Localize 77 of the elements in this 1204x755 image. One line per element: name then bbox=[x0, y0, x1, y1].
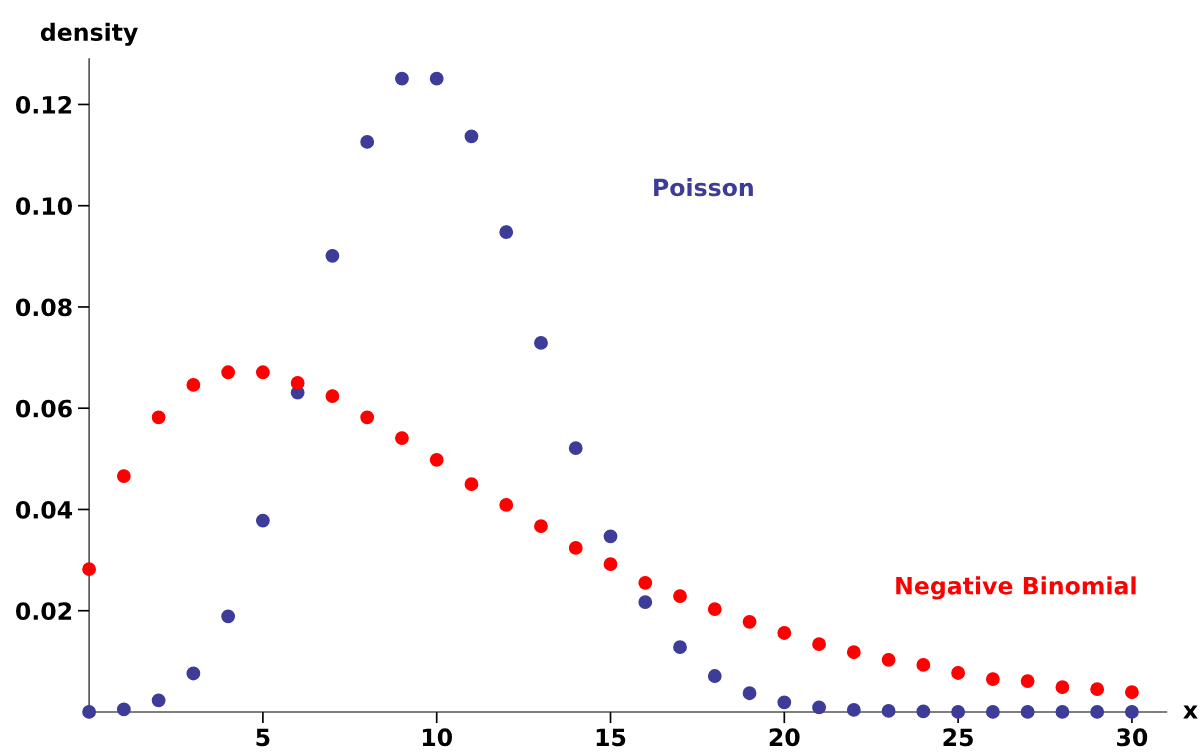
point bbox=[360, 135, 375, 149]
point bbox=[429, 452, 444, 467]
point bbox=[1020, 674, 1035, 688]
y-tick-label: 0.12 bbox=[16, 95, 72, 114]
point bbox=[1090, 705, 1105, 719]
point bbox=[638, 595, 653, 610]
point bbox=[255, 513, 270, 528]
point bbox=[603, 557, 618, 572]
point bbox=[707, 669, 722, 683]
point bbox=[499, 497, 514, 512]
point bbox=[186, 378, 201, 392]
point bbox=[916, 657, 931, 672]
point bbox=[360, 410, 375, 425]
point bbox=[1090, 682, 1105, 697]
x-tick-label: 5 bbox=[256, 728, 270, 747]
point bbox=[951, 666, 966, 680]
point bbox=[673, 589, 687, 603]
point bbox=[881, 652, 896, 667]
point bbox=[325, 248, 340, 263]
point bbox=[499, 225, 514, 239]
point bbox=[290, 375, 305, 390]
y-tick-label: 0.02 bbox=[16, 602, 72, 621]
point bbox=[116, 469, 131, 483]
point bbox=[464, 477, 479, 492]
x-tick-label: 15 bbox=[596, 728, 626, 747]
point bbox=[812, 637, 826, 652]
point bbox=[151, 693, 166, 708]
x-tick-label: 10 bbox=[422, 728, 452, 747]
point bbox=[186, 666, 201, 681]
point bbox=[1125, 685, 1139, 700]
point bbox=[116, 702, 131, 717]
point bbox=[82, 705, 97, 719]
x-tick-label: 25 bbox=[943, 728, 973, 747]
point bbox=[777, 695, 792, 710]
y-tick-label: 0.08 bbox=[16, 298, 72, 317]
x-axis-title: x bbox=[1183, 705, 1198, 719]
y-axis-title: density bbox=[40, 22, 138, 46]
point bbox=[395, 71, 409, 86]
point bbox=[673, 640, 687, 655]
point bbox=[812, 700, 826, 715]
x-tick-label: 30 bbox=[1117, 728, 1148, 747]
point bbox=[568, 541, 583, 555]
point bbox=[985, 672, 1000, 686]
point bbox=[951, 705, 966, 719]
point bbox=[846, 645, 861, 660]
point bbox=[1020, 705, 1035, 719]
point bbox=[846, 703, 861, 717]
point bbox=[707, 602, 722, 617]
point bbox=[221, 365, 236, 380]
x-tick-label: 20 bbox=[769, 728, 800, 747]
point bbox=[985, 705, 1000, 719]
point bbox=[742, 614, 757, 629]
y-tick-label: 0.10 bbox=[16, 197, 72, 216]
point bbox=[534, 335, 548, 350]
point bbox=[255, 365, 270, 380]
point bbox=[395, 431, 409, 445]
point bbox=[916, 704, 931, 719]
point bbox=[777, 626, 792, 640]
text: Poisson bbox=[654, 178, 753, 197]
point bbox=[881, 704, 896, 718]
point bbox=[742, 686, 757, 701]
point bbox=[82, 562, 97, 577]
point bbox=[325, 389, 340, 403]
point bbox=[568, 441, 583, 456]
point bbox=[1055, 680, 1070, 695]
point bbox=[429, 71, 444, 86]
point bbox=[221, 609, 236, 624]
point bbox=[1055, 705, 1070, 719]
point bbox=[464, 129, 479, 144]
text: Negative Binomial bbox=[896, 576, 1136, 600]
point bbox=[638, 575, 653, 590]
y-tick-label: 0.06 bbox=[16, 399, 72, 418]
point bbox=[1125, 705, 1139, 719]
point bbox=[603, 529, 618, 544]
point bbox=[534, 519, 548, 534]
y-tick-label: 0.04 bbox=[16, 500, 73, 519]
point bbox=[151, 410, 166, 425]
